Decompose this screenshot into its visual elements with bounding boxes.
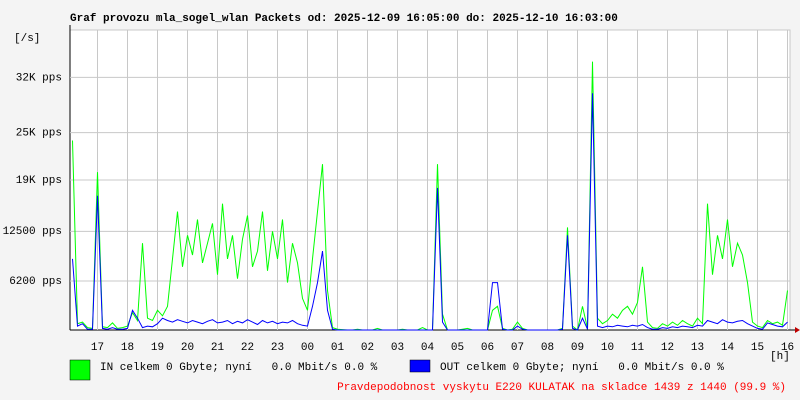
x-tick-label: 15 [751, 342, 764, 354]
y-tick-label: 25K pps [16, 128, 62, 140]
x-unit: [h] [770, 351, 790, 363]
x-tick-label: 19 [151, 342, 164, 354]
x-tick-label: 17 [91, 342, 104, 354]
x-tick-label: 00 [301, 342, 314, 354]
legend-label: OUT celkem 0 Gbyte; nyní 0.0 Mbit/s 0.0 … [440, 362, 724, 374]
x-tick-label: 05 [451, 342, 464, 354]
legend-swatch [409, 359, 431, 373]
x-tick-label: 16 [781, 342, 794, 354]
legend-swatch [69, 359, 91, 381]
x-tick-label: 12 [661, 342, 674, 354]
x-tick-label: 14 [721, 342, 735, 354]
x-tick-label: 07 [511, 342, 524, 354]
x-axis-arrow [795, 327, 800, 333]
y-tick-label: 19K pps [16, 175, 62, 187]
x-tick-label: 21 [211, 342, 225, 354]
x-tick-label: 11 [631, 342, 645, 354]
y-tick-label: 6200 pps [9, 276, 62, 288]
x-tick-label: 01 [331, 342, 345, 354]
x-tick-label: 06 [481, 342, 494, 354]
x-tick-label: 20 [181, 342, 194, 354]
footnote: Pravdepodobnost vyskytu E220 KULATAK na … [337, 382, 786, 394]
x-tick-label: 09 [571, 342, 584, 354]
y-unit: [/s] [14, 33, 40, 45]
x-tick-label: 13 [691, 342, 704, 354]
x-tick-label: 03 [391, 342, 404, 354]
chart-title: Graf provozu mla_sogel_wlan Packets od: … [70, 13, 618, 25]
x-tick-label: 18 [121, 342, 134, 354]
x-tick-label: 23 [271, 342, 284, 354]
series-line [72, 93, 788, 331]
x-tick-label: 08 [541, 342, 554, 354]
y-tick-label: 12500 pps [3, 226, 62, 238]
x-tick-label: 04 [421, 342, 435, 354]
y-tick-label: 32K pps [16, 72, 62, 84]
x-tick-label: 02 [361, 342, 374, 354]
x-tick-label: 22 [241, 342, 254, 354]
x-tick-label: 10 [601, 342, 614, 354]
legend-label: IN celkem 0 Gbyte; nyní 0.0 Mbit/s 0.0 % [100, 362, 378, 374]
